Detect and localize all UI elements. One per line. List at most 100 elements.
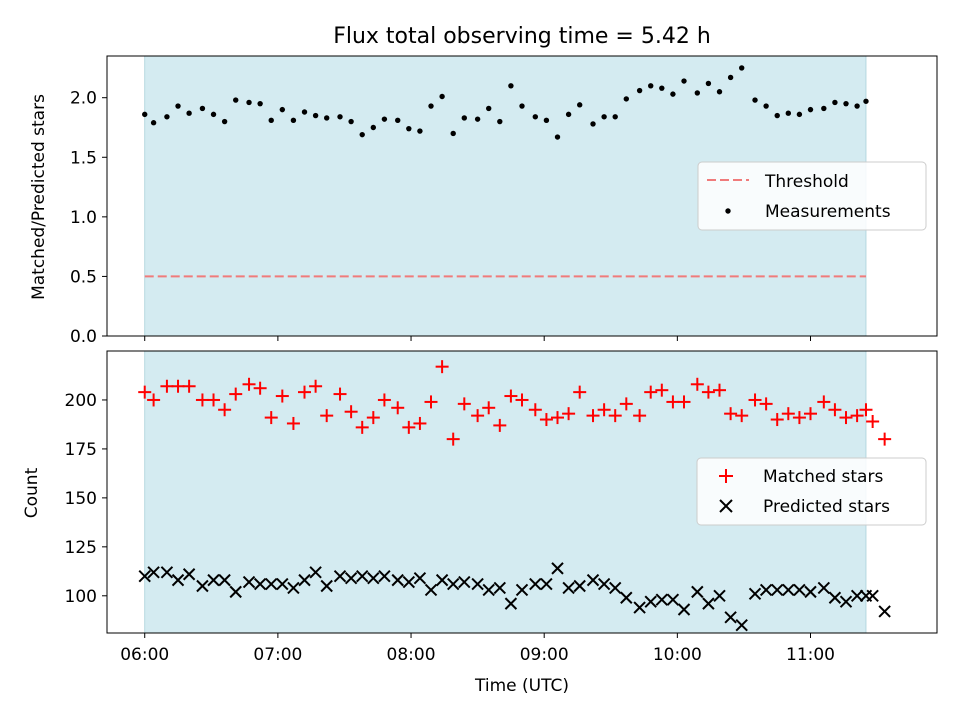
matched-star-point [608,409,622,423]
measurement-point [428,103,434,109]
predicted-star-point [655,593,669,606]
matched-star-point [309,379,323,393]
predicted-star-point [435,573,449,587]
matched-star-point [402,420,416,434]
matched-star-point [859,403,873,417]
y-tick-label: 0.0 [70,327,97,347]
matched-star-point [666,395,680,409]
predicted-star-point [265,577,278,591]
predicted-star-point [344,571,358,585]
matched-star-point [839,411,853,425]
predicted-star-point [482,583,495,597]
matched-star-point [147,393,161,407]
matched-star-point [391,401,405,415]
measurement-point [199,105,206,112]
predicted-star-point [504,597,518,610]
measurement-point [210,111,217,118]
predicted-star-point [147,566,160,579]
predicted-star-point [597,577,611,591]
matched-star-point [619,397,633,411]
measurement-point [406,125,412,132]
predicted-star-point [677,603,691,616]
bottom-axes-frame [106,350,938,634]
predicted-star-point [666,593,680,606]
matched-star-point [344,405,358,419]
matched-star-point [435,360,449,374]
bottom-x-axis: 06:00 07:00 08:00 09:00 10:00 11:00 [120,633,835,665]
measurement-point [312,112,319,119]
predicted-star-point [609,581,622,595]
legend-measurement-swatch [725,208,731,214]
matched-star-point [195,393,209,407]
matched-star-point [160,379,174,393]
matched-star-point [677,395,691,409]
measurement-point [150,120,157,126]
top-legend: Threshold Measurements [697,161,927,231]
measurement-point [670,91,676,97]
predicted-star-point [171,573,185,587]
predicted-star-point [309,566,322,579]
predicted-star-point [229,585,242,599]
measurement-point [486,105,492,112]
measurement-point [739,65,745,71]
matched-star-point [655,383,669,397]
measurement-point [246,99,252,106]
measurement-point [301,109,308,115]
measurement-point [186,110,192,116]
matched-star-point [713,383,727,397]
predicted-star-point [620,591,633,604]
matched-star-point [701,385,715,399]
matched-star-point [817,395,831,409]
predicted-star-point [540,577,553,591]
predicted-star-point [160,566,174,579]
measurement-point [450,130,456,137]
y-tick-label: 175 [65,440,97,460]
measurement-point [752,97,758,103]
bottom-legend-box [696,457,927,526]
matched-star-point [182,379,196,393]
predicted-star-point [367,571,380,585]
matched-star-point [792,411,806,425]
predicted-star-point [748,587,762,601]
y-tick-label: 1.0 [70,208,97,228]
top-y-axis: 0.0 0.5 1.0 1.5 2.0 [70,89,107,347]
matched-star-point [138,385,152,399]
x-tick-label: 07:00 [253,645,302,665]
measurement-point [565,111,572,118]
measurement-point [577,102,583,108]
predicted-star-point [735,618,748,632]
predicted-star-point [771,583,784,597]
matched-star-point [493,418,507,432]
matched-star-point [759,397,773,411]
measurement-point [532,114,539,120]
matched-star-point [770,413,784,427]
measurement-point [359,131,365,138]
measurement-point [461,115,467,121]
measurement-point [601,114,607,120]
predicted-star-point [839,595,853,608]
predicted-star-point [724,611,737,624]
top-axes-frame [106,55,938,337]
bottom-panel: 100 125 150 175 200 06:00 07:00 08:00 09:00 10:0… [22,350,938,696]
matched-star-point [586,409,600,423]
predicted-star-point [413,571,427,585]
predicted-star-point [424,583,438,597]
top-x-ticks [144,336,812,341]
measurement-point [142,111,148,118]
matched-star-point [528,403,542,417]
measurement-point [705,80,712,87]
predicted-star-point [253,577,267,591]
y-tick-label: 100 [65,587,97,607]
predicted-star-point [287,581,300,595]
measurement-point [497,118,503,125]
matched-star-point [633,409,647,423]
predicted-star-point [298,573,311,587]
matched-star-point [748,393,762,407]
measurement-point [796,111,803,118]
measurement-point [832,99,838,106]
predicted-star-point [218,573,231,587]
x-tick-label: 08:00 [387,645,436,665]
top-legend-box [697,161,927,231]
matched-star-point [690,377,704,391]
predicted-star-point [759,583,773,597]
